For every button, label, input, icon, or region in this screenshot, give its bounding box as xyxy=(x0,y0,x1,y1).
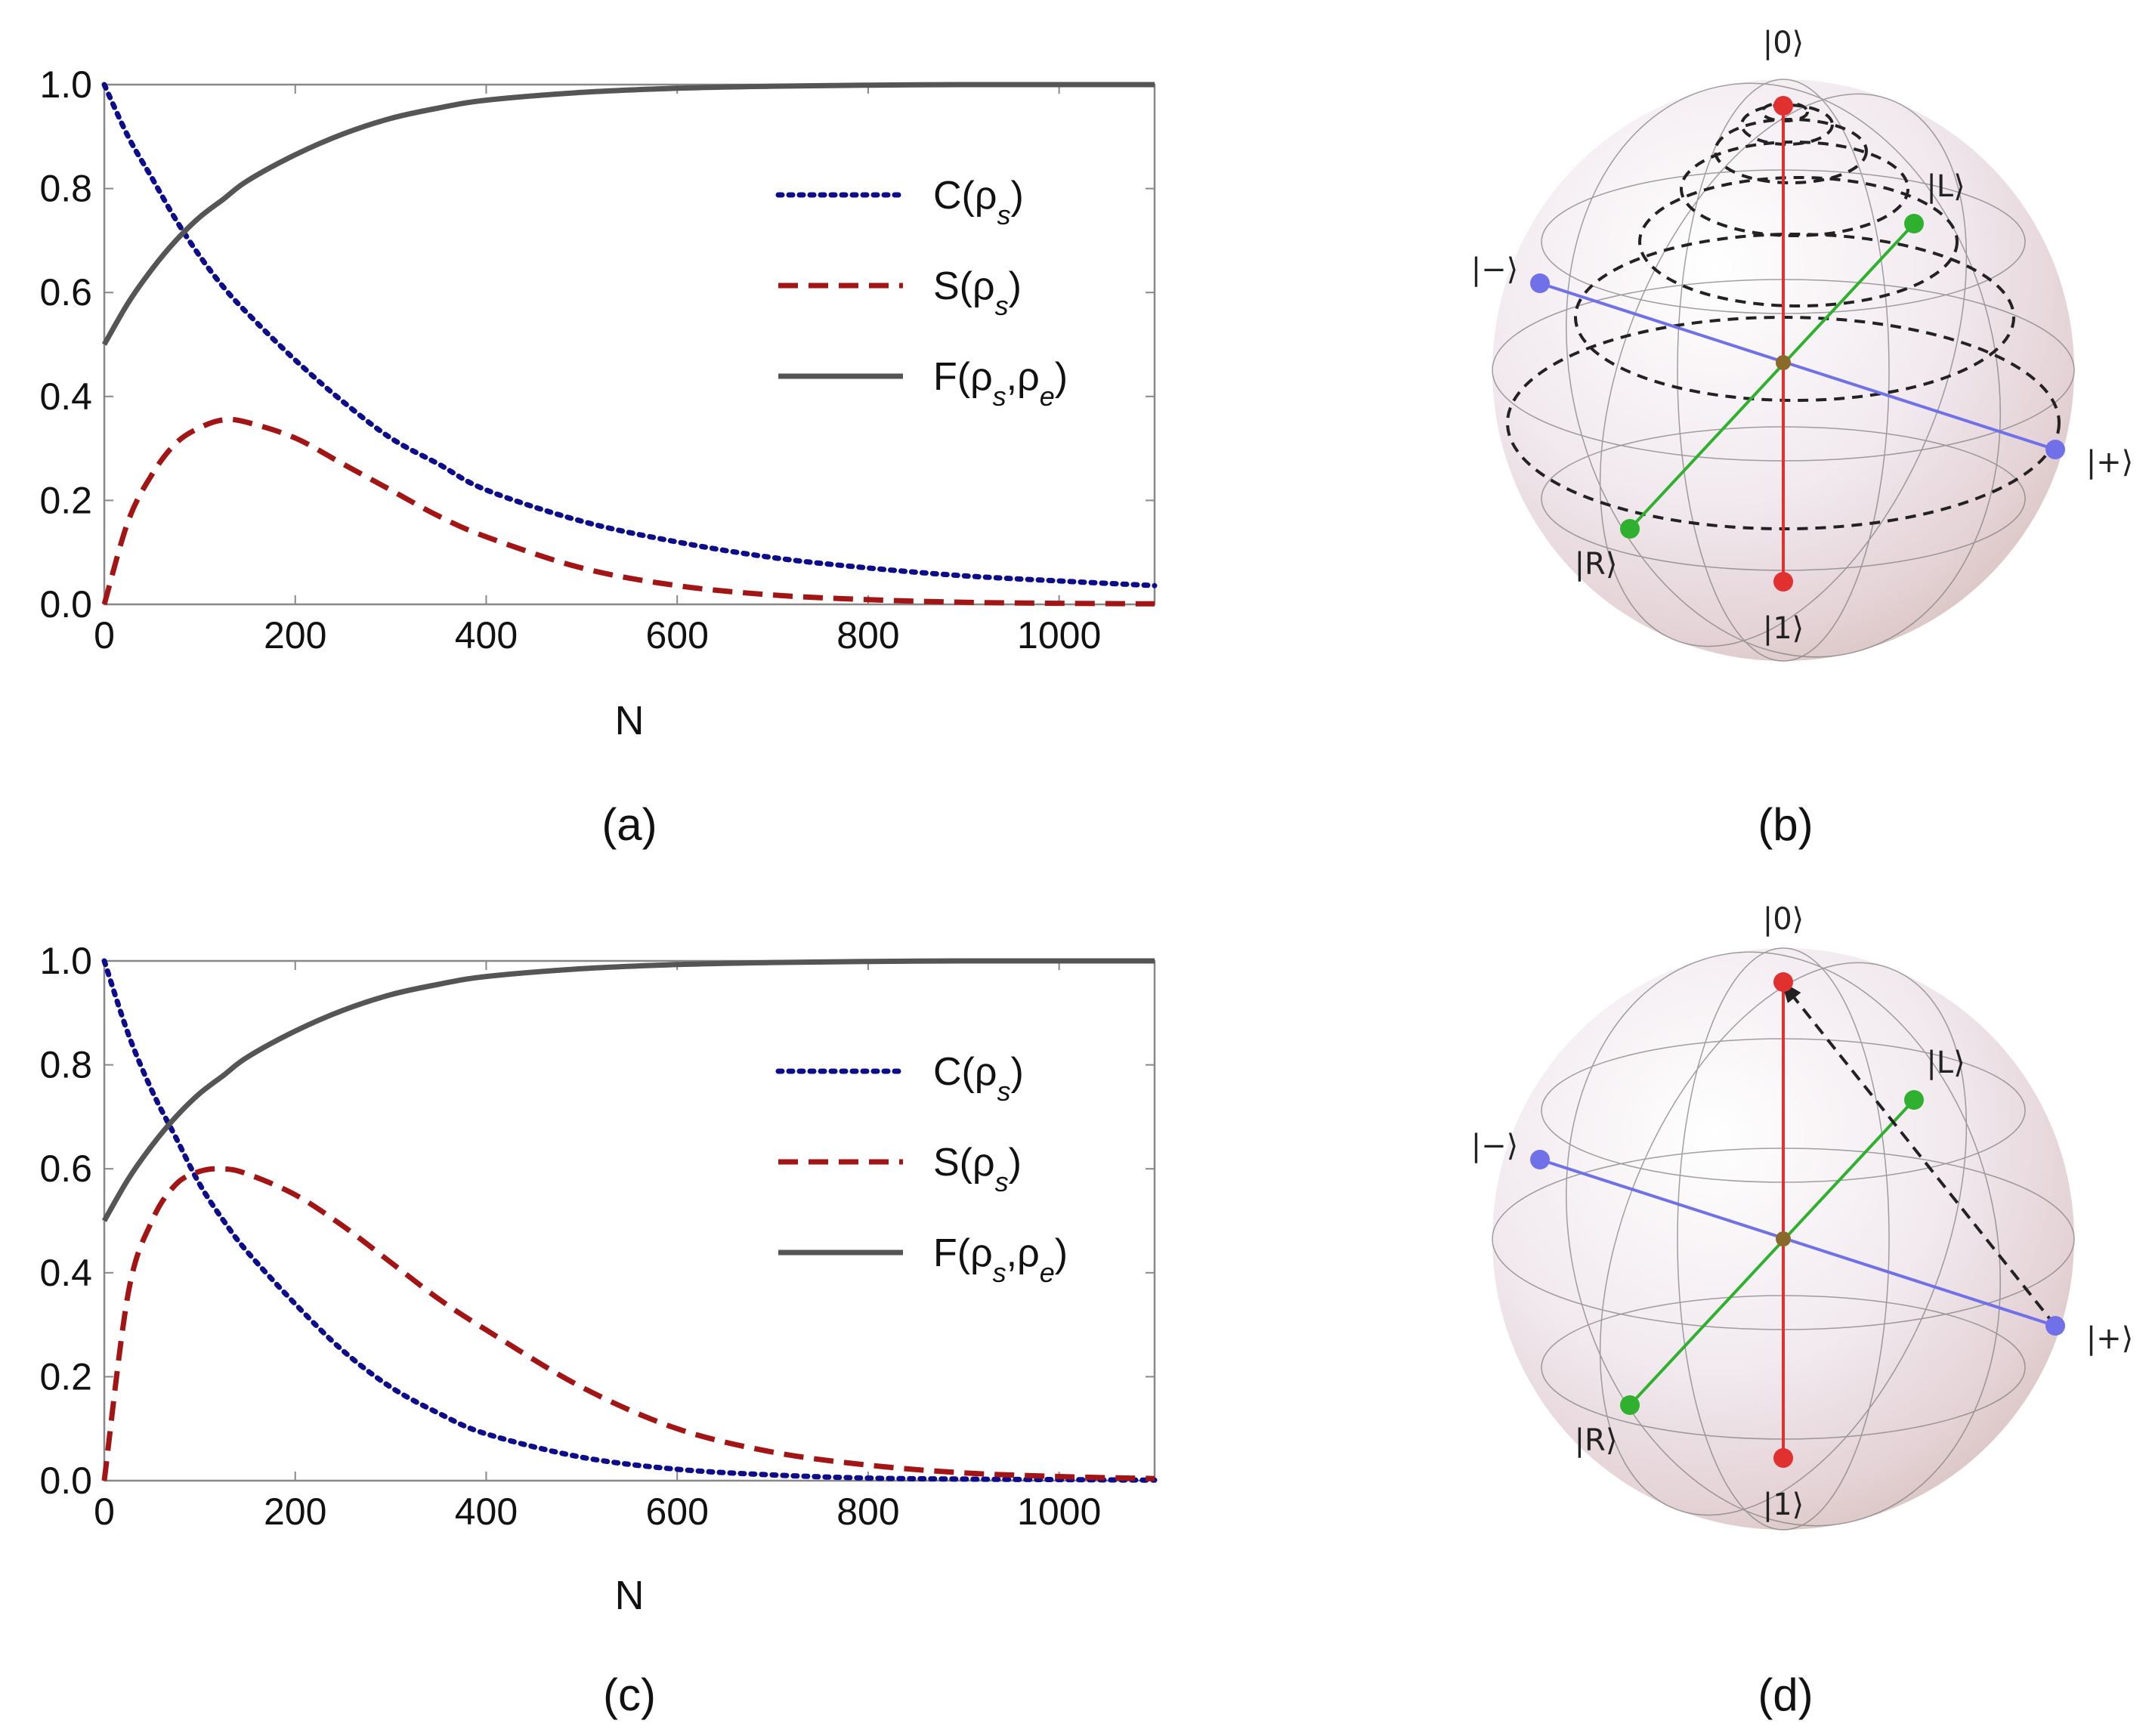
legend-label: F(ρs,ρe) xyxy=(933,1231,1068,1288)
point-zero xyxy=(1773,972,1793,992)
series-line-solid xyxy=(101,82,1155,346)
series-line-solid xyxy=(101,958,1155,1222)
x-tick-label: 0 xyxy=(94,1490,115,1533)
legend-label: C(ρs) xyxy=(933,174,1024,230)
legend-label: S(ρs) xyxy=(933,1141,1022,1197)
point-L xyxy=(1904,214,1924,233)
point-zero xyxy=(1773,96,1793,116)
point-R xyxy=(1620,519,1640,539)
bloch-sphere-d: |0⟩ |1⟩ |−⟩ |+⟩ |L⟩ |R⟩ (d) xyxy=(1471,902,2134,1720)
ket-L-label: |L⟩ xyxy=(1926,169,1965,204)
x-tick-label: 800 xyxy=(836,614,899,656)
point-L xyxy=(1904,1090,1924,1110)
point-R xyxy=(1620,1395,1640,1415)
ket-one-label: |1⟩ xyxy=(1763,611,1804,646)
x-tick-label: 600 xyxy=(645,1490,708,1533)
legend-label: C(ρs) xyxy=(933,1050,1024,1107)
y-tick-label: 0.8 xyxy=(39,1044,92,1086)
legend-label: S(ρs) xyxy=(933,264,1022,321)
x-tick-label: 800 xyxy=(836,1490,899,1533)
ket-minus-label: |−⟩ xyxy=(1471,1129,1519,1163)
series-line-dotted xyxy=(101,82,1158,588)
x-tick-label: 1000 xyxy=(1017,1490,1101,1533)
ket-plus-label: |+⟩ xyxy=(2086,1321,2134,1356)
x-tick-label: 1000 xyxy=(1017,614,1101,656)
ket-L-label: |L⟩ xyxy=(1926,1046,1965,1080)
point-one xyxy=(1773,572,1793,592)
x-axis-label: N xyxy=(615,1573,645,1618)
point-minus xyxy=(1530,273,1550,293)
legend-label: F(ρs,ρe) xyxy=(933,355,1068,412)
y-tick-label: 0.2 xyxy=(39,479,92,521)
ket-one-label: |1⟩ xyxy=(1763,1487,1804,1522)
ket-zero-label: |0⟩ xyxy=(1763,26,1804,60)
y-tick-label: 0.6 xyxy=(39,1148,92,1190)
series-line-dotted xyxy=(101,958,1158,1483)
x-tick-label: 400 xyxy=(455,1490,518,1533)
x-tick-label: 0 xyxy=(94,614,115,656)
ket-R-label: |R⟩ xyxy=(1575,547,1618,582)
y-tick-label: 0.2 xyxy=(39,1355,92,1398)
panel-caption: (d) xyxy=(1758,1670,1813,1720)
series-line-dashed xyxy=(101,1166,1155,1481)
x-tick-label: 200 xyxy=(264,1490,326,1533)
point-minus xyxy=(1530,1150,1550,1169)
x-axis-label: N xyxy=(615,698,645,743)
ket-minus-label: |−⟩ xyxy=(1471,252,1519,287)
chart-panel-a: 0.0 0.2 0.4 0.6 0.8 1.0 0 200 400 600 800 1000 C(ρs… xyxy=(39,63,1158,850)
plot-frame xyxy=(103,83,1156,606)
panel-caption: (c) xyxy=(603,1670,656,1720)
y-tick-label: 1.0 xyxy=(39,940,92,982)
y-axis-line xyxy=(1628,1098,1916,1407)
x-tick-label: 400 xyxy=(455,614,518,656)
chart-panel-c: 0.0 0.2 0.4 0.6 0.8 1.0 0 200 400 600 800 1000 C(ρs… xyxy=(39,940,1158,1720)
series-line-dashed xyxy=(101,416,1155,607)
panel-caption: (b) xyxy=(1758,799,1813,850)
ket-R-label: |R⟩ xyxy=(1575,1423,1618,1458)
x-axis-line xyxy=(1539,282,2056,451)
y-tick-label: 0.0 xyxy=(39,1460,92,1502)
y-tick-label: 0.4 xyxy=(39,1252,92,1294)
straight-trajectory xyxy=(1781,981,2057,1327)
point-plus xyxy=(2045,440,2065,459)
x-axis-line xyxy=(1539,1158,2056,1327)
center-point xyxy=(1776,1231,1791,1246)
x-tick-label: 600 xyxy=(645,614,708,656)
x-tick-label: 200 xyxy=(264,614,326,656)
plot-frame xyxy=(103,959,1156,1482)
bloch-sphere-b: |0⟩ |1⟩ |−⟩ |+⟩ |L⟩ |R⟩ (b) xyxy=(1471,26,2134,850)
y-tick-label: 1.0 xyxy=(39,63,92,106)
center-point xyxy=(1776,355,1791,370)
ket-plus-label: |+⟩ xyxy=(2086,445,2134,480)
y-tick-label: 0.0 xyxy=(39,583,92,626)
point-one xyxy=(1773,1448,1793,1468)
point-plus xyxy=(2045,1316,2065,1336)
ket-zero-label: |0⟩ xyxy=(1763,902,1804,937)
y-tick-label: 0.4 xyxy=(39,375,92,418)
y-axis-line xyxy=(1628,222,1916,530)
y-tick-label: 0.8 xyxy=(39,168,92,210)
panel-caption: (a) xyxy=(601,799,657,850)
y-tick-label: 0.6 xyxy=(39,271,92,314)
